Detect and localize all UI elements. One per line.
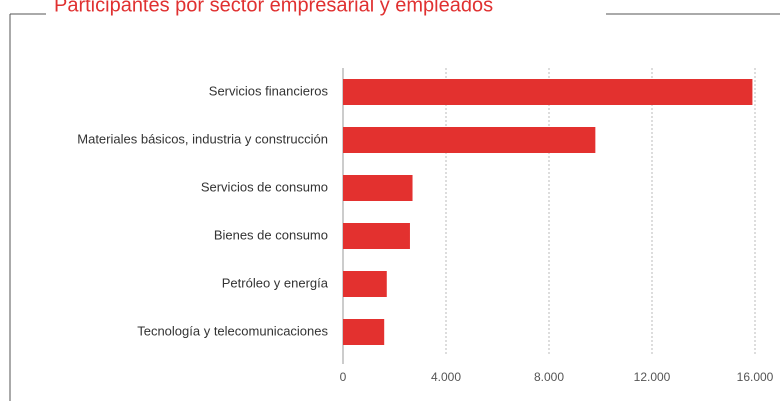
bar xyxy=(343,175,413,201)
bar xyxy=(343,79,753,105)
y-tick-label: Petróleo y energía xyxy=(222,275,329,290)
x-tick-label: 4.000 xyxy=(431,370,461,384)
x-tick-label: 12.000 xyxy=(634,370,671,384)
x-tick-label: 8.000 xyxy=(534,370,564,384)
bar xyxy=(343,319,385,345)
y-tick-label: Servicios financieros xyxy=(209,83,329,98)
bar xyxy=(343,271,387,297)
y-tick-label: Tecnología y telecomunicaciones xyxy=(137,323,328,338)
y-tick-label: Servicios de consumo xyxy=(201,179,328,194)
x-tick-label: 0 xyxy=(340,370,347,384)
y-tick-label: Materiales básicos, industria y construc… xyxy=(77,131,328,146)
x-tick-label: 16.000 xyxy=(737,370,774,384)
y-tick-label: Bienes de consumo xyxy=(214,227,328,242)
bar xyxy=(343,223,410,249)
bar xyxy=(343,127,596,153)
chart-title: Participantes por sector empresarial y e… xyxy=(54,0,493,16)
